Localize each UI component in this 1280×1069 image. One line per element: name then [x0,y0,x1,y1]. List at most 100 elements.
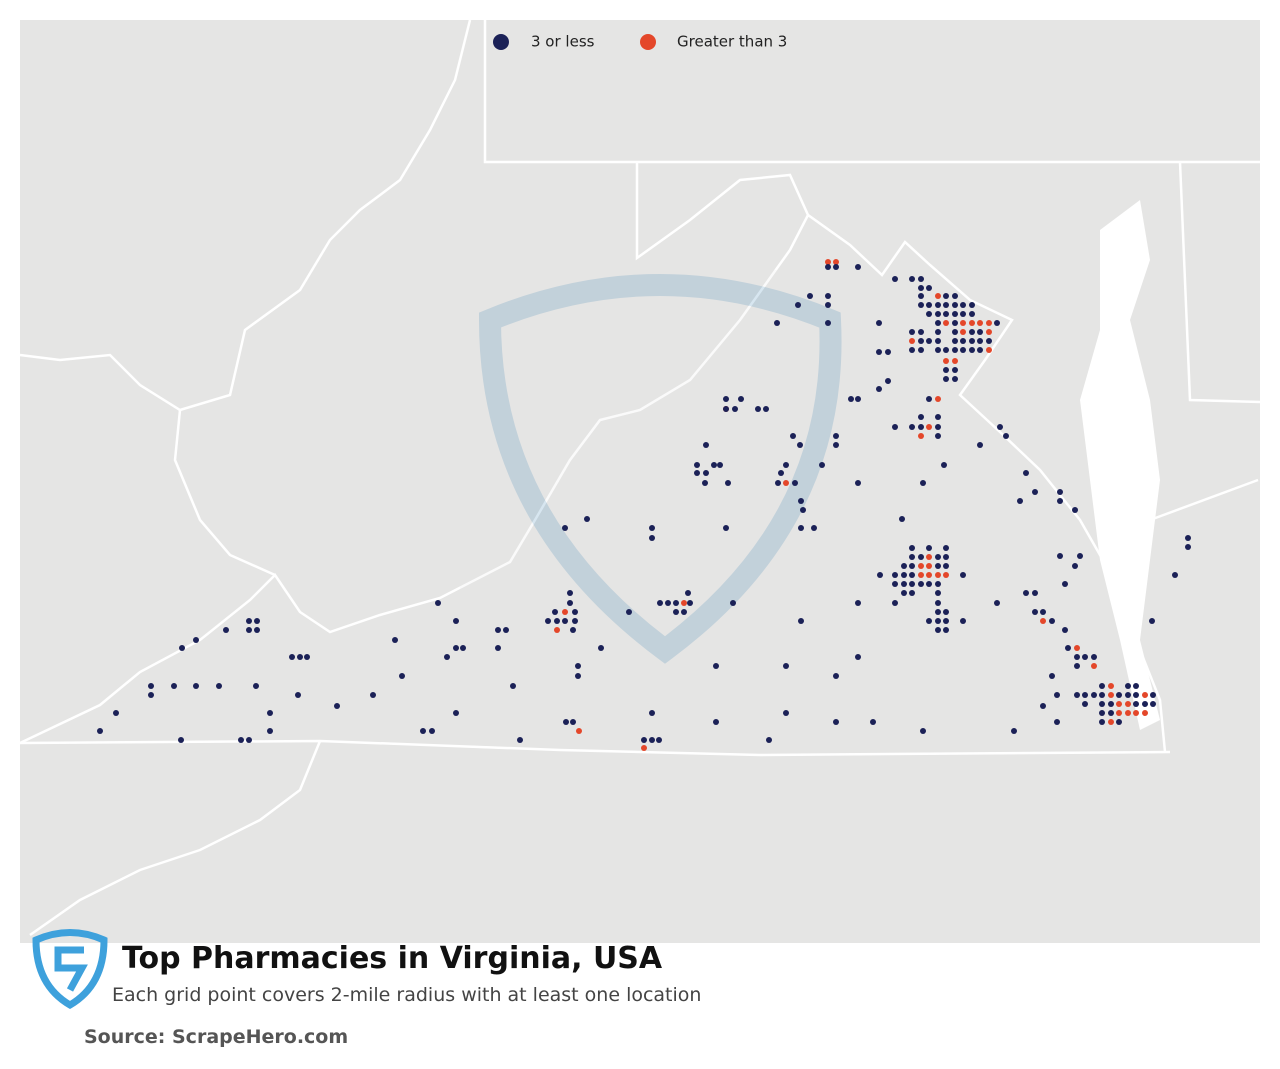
grid-point [703,470,709,476]
grid-point [435,600,441,606]
grid-point [178,737,184,743]
grid-point [1133,683,1139,689]
grid-point [935,329,941,335]
grid-point [977,347,983,353]
grid-point [1077,553,1083,559]
grid-point [495,627,501,633]
grid-point [171,683,177,689]
grid-point [833,433,839,439]
grid-point [1099,701,1105,707]
grid-point [926,311,932,317]
grid-point [783,462,789,468]
grid-point [1142,710,1148,716]
grid-point [723,525,729,531]
grid-point [656,737,662,743]
grid-point [960,329,966,335]
grid-point [876,349,882,355]
grid-point [1108,683,1114,689]
grid-point [1074,663,1080,669]
grid-point [943,311,949,317]
legend: 3 or less Greater than 3 [493,33,787,51]
grid-point [1172,572,1178,578]
grid-point [918,329,924,335]
grid-point [855,654,861,660]
grid-point [1142,692,1148,698]
grid-point [1032,609,1038,615]
grid-point [918,293,924,299]
grid-point [723,406,729,412]
grid-point [941,462,947,468]
grid-point [909,563,915,569]
grid-point [246,618,252,624]
grid-point [567,600,573,606]
grid-point [1099,710,1105,716]
grid-point [892,572,898,578]
grid-point [892,276,898,282]
grid-point [952,376,958,382]
grid-point [935,396,941,402]
grid-point [1108,701,1114,707]
grid-point [926,618,932,624]
grid-point [960,618,966,624]
grid-point [702,480,708,486]
grid-point [703,442,709,448]
grid-point [918,276,924,282]
grid-point [254,627,260,633]
grid-point [766,737,772,743]
grid-point [926,424,932,430]
grid-point [926,285,932,291]
grid-point [193,683,199,689]
grid-point [572,618,578,624]
grid-point [763,406,769,412]
grid-point [798,618,804,624]
grid-point [334,703,340,709]
grid-point [997,424,1003,430]
grid-point [1116,710,1122,716]
grid-point [1032,489,1038,495]
grid-point [1091,663,1097,669]
grid-point [943,347,949,353]
grid-point [1099,692,1105,698]
grid-point [738,396,744,402]
watermark [460,270,860,670]
grid-point [797,442,803,448]
grid-point [935,618,941,624]
grid-point [246,737,252,743]
grid-point [570,627,576,633]
grid-point [943,358,949,364]
grid-point [713,663,719,669]
grid-point [453,710,459,716]
grid-point [1099,683,1105,689]
grid-point [952,338,958,344]
grid-point [783,663,789,669]
grid-point [453,645,459,651]
logo [32,929,108,1010]
grid-point [876,386,882,392]
grid-point [626,609,632,615]
grid-point [943,320,949,326]
grid-point [969,320,975,326]
grid-point [935,554,941,560]
grid-point [885,349,891,355]
grid-point [926,338,932,344]
grid-point [1116,719,1122,725]
grid-point [935,581,941,587]
grid-point [935,627,941,633]
grid-point [790,433,796,439]
grid-point [304,654,310,660]
grid-point [1125,710,1131,716]
grid-point [1040,618,1046,624]
grid-point [649,737,655,743]
grid-point [238,737,244,743]
grid-point [876,320,882,326]
grid-point [870,719,876,725]
grid-point [800,507,806,513]
grid-point [952,302,958,308]
grid-point [926,563,932,569]
grid-point [909,554,915,560]
grid-point [899,516,905,522]
grid-point [562,609,568,615]
grid-point [960,338,966,344]
grid-point [795,302,801,308]
grid-point [1133,692,1139,698]
